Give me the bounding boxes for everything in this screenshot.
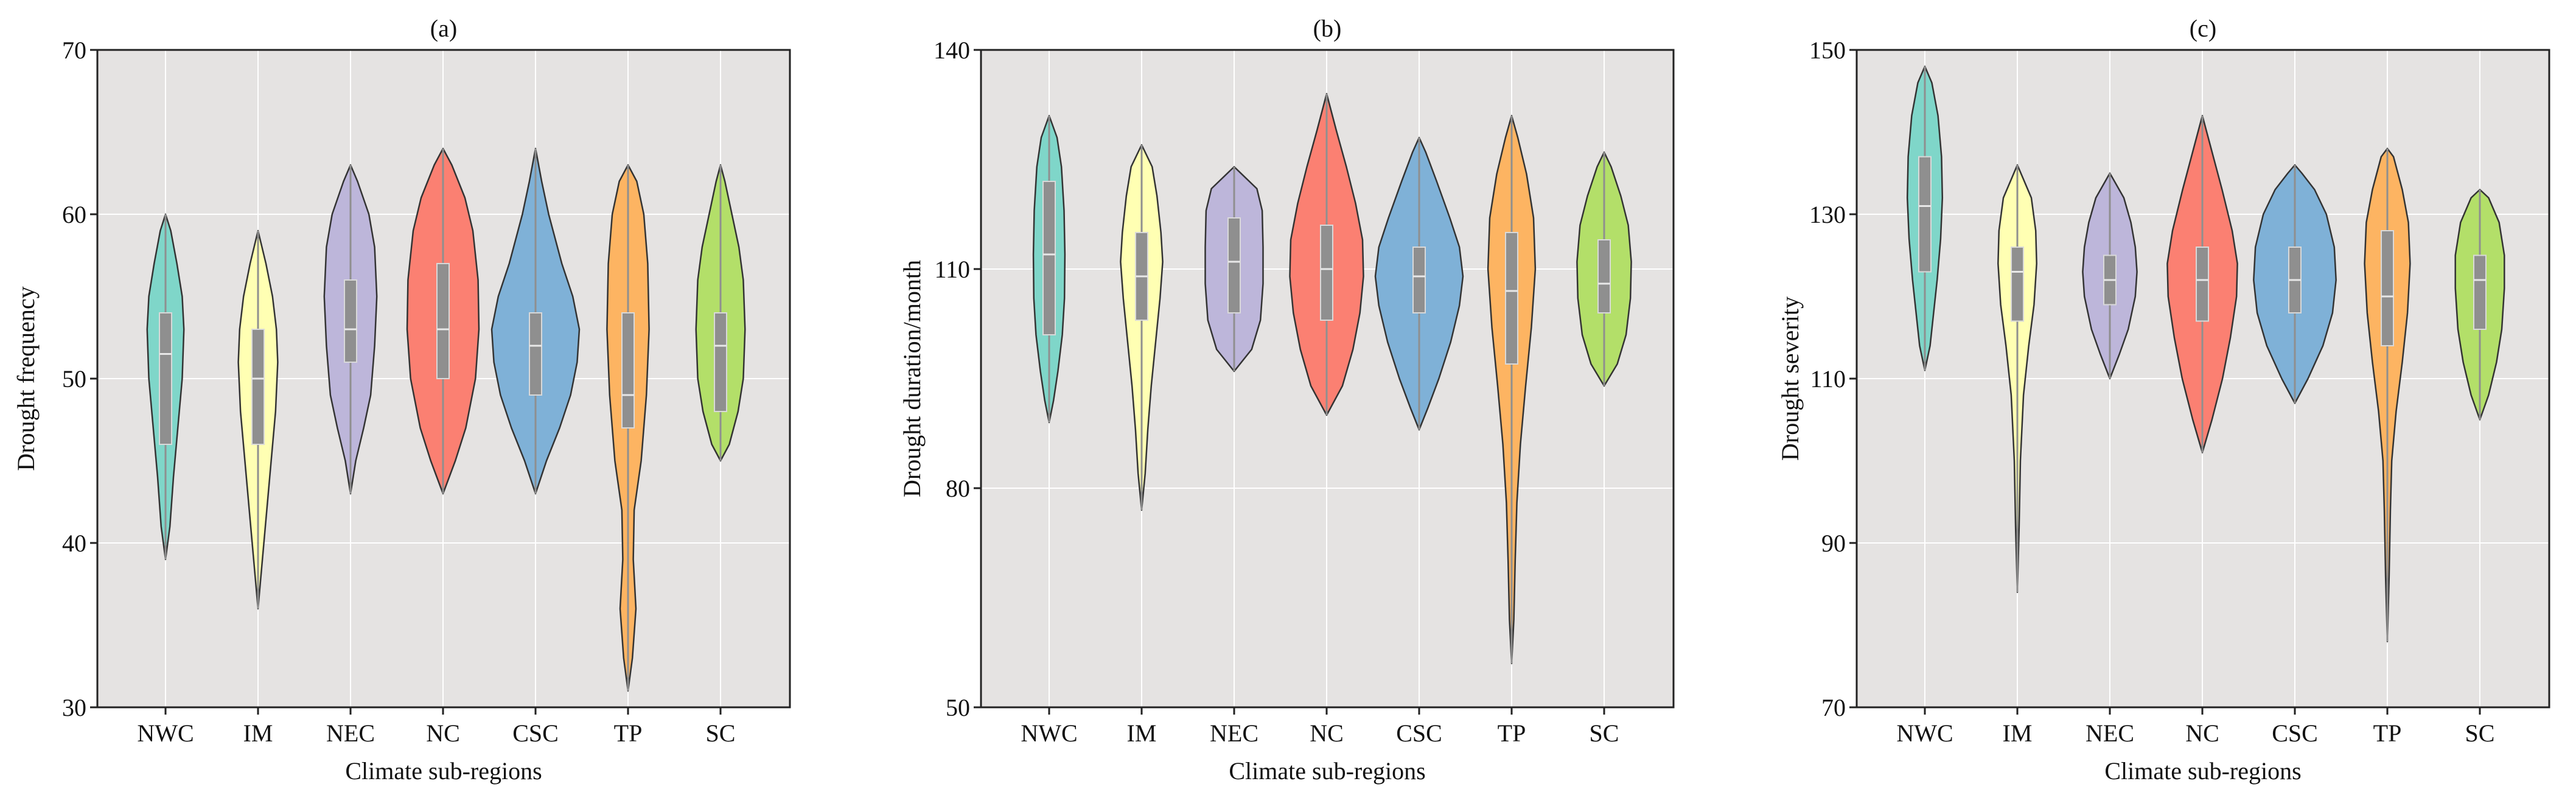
- panel-b-xtick-label-nc: NC: [1310, 719, 1344, 747]
- panel-c-box-nc: [2196, 247, 2209, 322]
- panel-b-ytick-label-110: 110: [934, 256, 970, 283]
- panel-b-box-nc: [1320, 225, 1333, 321]
- panel-a-xtick-label-tp: TP: [614, 719, 643, 747]
- panel-a-ytick-label-60: 60: [62, 201, 86, 228]
- panel-b-ytick-label-140: 140: [934, 37, 970, 64]
- panel-a-box-nec: [344, 279, 357, 363]
- panel-a-xtick-label-nc: NC: [426, 719, 460, 747]
- panel-b-xtick-label-tp: TP: [1498, 719, 1526, 747]
- panel-b-box-tp: [1505, 232, 1518, 365]
- panel-c-xtick-label-sc: SC: [2465, 719, 2495, 747]
- panel-c-xtick-label-csc: CSC: [2272, 719, 2318, 747]
- panel-b-y-ticks: 50 80 110 140: [934, 37, 981, 721]
- panel-c-xtick-label-im: IM: [2003, 719, 2033, 747]
- panel-b-violins: [1032, 93, 1632, 665]
- panel-a-x-ticks: NWC IM NEC NC CSC TP SC: [137, 707, 735, 747]
- panel-c-x-axis-label: Climate sub-regions: [2104, 757, 2301, 785]
- panel-b-box-csc: [1412, 247, 1426, 313]
- panel-c-ytick-label-90: 90: [1821, 530, 1846, 557]
- panel-a-box-nc: [436, 263, 450, 379]
- panel-c-box-nwc: [1918, 156, 1932, 273]
- panel-a-box-nwc: [159, 312, 172, 445]
- panel-a-xtick-label-nec: NEC: [326, 719, 375, 747]
- panel-a-ytick-label-40: 40: [62, 530, 86, 557]
- panel-a-title: (a): [430, 15, 457, 42]
- panel-b-title: (b): [1313, 15, 1342, 42]
- panel-c-x-ticks: NWC IM NEC NC CSC TP SC: [1896, 707, 2494, 747]
- panel-a-xtick-label-csc: CSC: [512, 719, 559, 747]
- panel-c-xtick-label-nwc: NWC: [1896, 719, 1953, 747]
- panel-b: 50 80 110 140 NWC IM NEC NC CSC TP SC (b) Climate…: [898, 15, 1675, 785]
- panel-a-box-sc: [714, 312, 727, 412]
- panel-a-box-csc: [529, 312, 542, 396]
- panel-b-ytick-label-50: 50: [946, 694, 970, 721]
- panel-a-y-ticks: 30 40 50 60 70: [62, 37, 97, 721]
- panel-a-violins: [146, 147, 746, 692]
- panel-c-y-ticks: 70 90 110 130 150: [1809, 37, 1857, 721]
- panel-c-ytick-label-130: 130: [1809, 201, 1846, 228]
- panel-c-box-tp: [2381, 230, 2394, 346]
- panel-c-ytick-label-150: 150: [1809, 37, 1846, 64]
- panel-c-title: (c): [2190, 15, 2216, 42]
- panel-b-x-axis-label: Climate sub-regions: [1229, 757, 1425, 785]
- panel-b-box-nec: [1227, 217, 1241, 313]
- panel-a: 30 40 50 60 70 NWC IM NEC NC CSC TP SC (a) Climate…: [12, 15, 791, 785]
- panel-c-violins: [1906, 65, 2505, 643]
- panel-a-ytick-label-70: 70: [62, 37, 86, 64]
- panel-c: 70 90 110 130 150 NWC IM NEC NC CSC TP SC (c) Clim…: [1776, 15, 2550, 785]
- panel-c-xtick-label-tp: TP: [2373, 719, 2402, 747]
- panel-a-box-tp: [621, 312, 635, 429]
- panel-a-y-axis-label: Drought frequency: [12, 286, 40, 471]
- panel-c-ytick-label-110: 110: [1810, 365, 1846, 393]
- panel-a-x-axis-label: Climate sub-regions: [345, 757, 542, 785]
- panel-a-xtick-label-sc: SC: [706, 719, 736, 747]
- panel-a-xtick-label-nwc: NWC: [137, 719, 194, 747]
- panel-b-xtick-label-sc: SC: [1590, 719, 1619, 747]
- panel-b-x-ticks: NWC IM NEC NC CSC TP SC: [1021, 707, 1619, 747]
- panel-b-xtick-label-nec: NEC: [1210, 719, 1258, 747]
- panel-b-box-sc: [1597, 239, 1611, 313]
- panel-c-box-sc: [2473, 254, 2487, 330]
- panel-a-ytick-label-30: 30: [62, 694, 86, 721]
- panel-b-xtick-label-im: IM: [1127, 719, 1157, 747]
- panel-b-y-axis-label: Drought duration/month: [898, 260, 926, 497]
- panel-b-xtick-label-nwc: NWC: [1021, 719, 1077, 747]
- panel-c-xtick-label-nec: NEC: [2086, 719, 2134, 747]
- panel-c-ytick-label-70: 70: [1821, 694, 1846, 721]
- panel-a-box-im: [251, 329, 265, 445]
- panel-c-box-im: [2011, 247, 2024, 322]
- panel-b-box-nwc: [1042, 181, 1056, 335]
- panel-c-xtick-label-nc: NC: [2185, 719, 2219, 747]
- panel-a-ytick-label-50: 50: [62, 365, 86, 393]
- panel-a-xtick-label-im: IM: [243, 719, 273, 747]
- panel-b-xtick-label-csc: CSC: [1396, 719, 1442, 747]
- panel-c-y-axis-label: Drought severity: [1776, 296, 1804, 461]
- panel-b-ytick-label-80: 80: [946, 475, 970, 502]
